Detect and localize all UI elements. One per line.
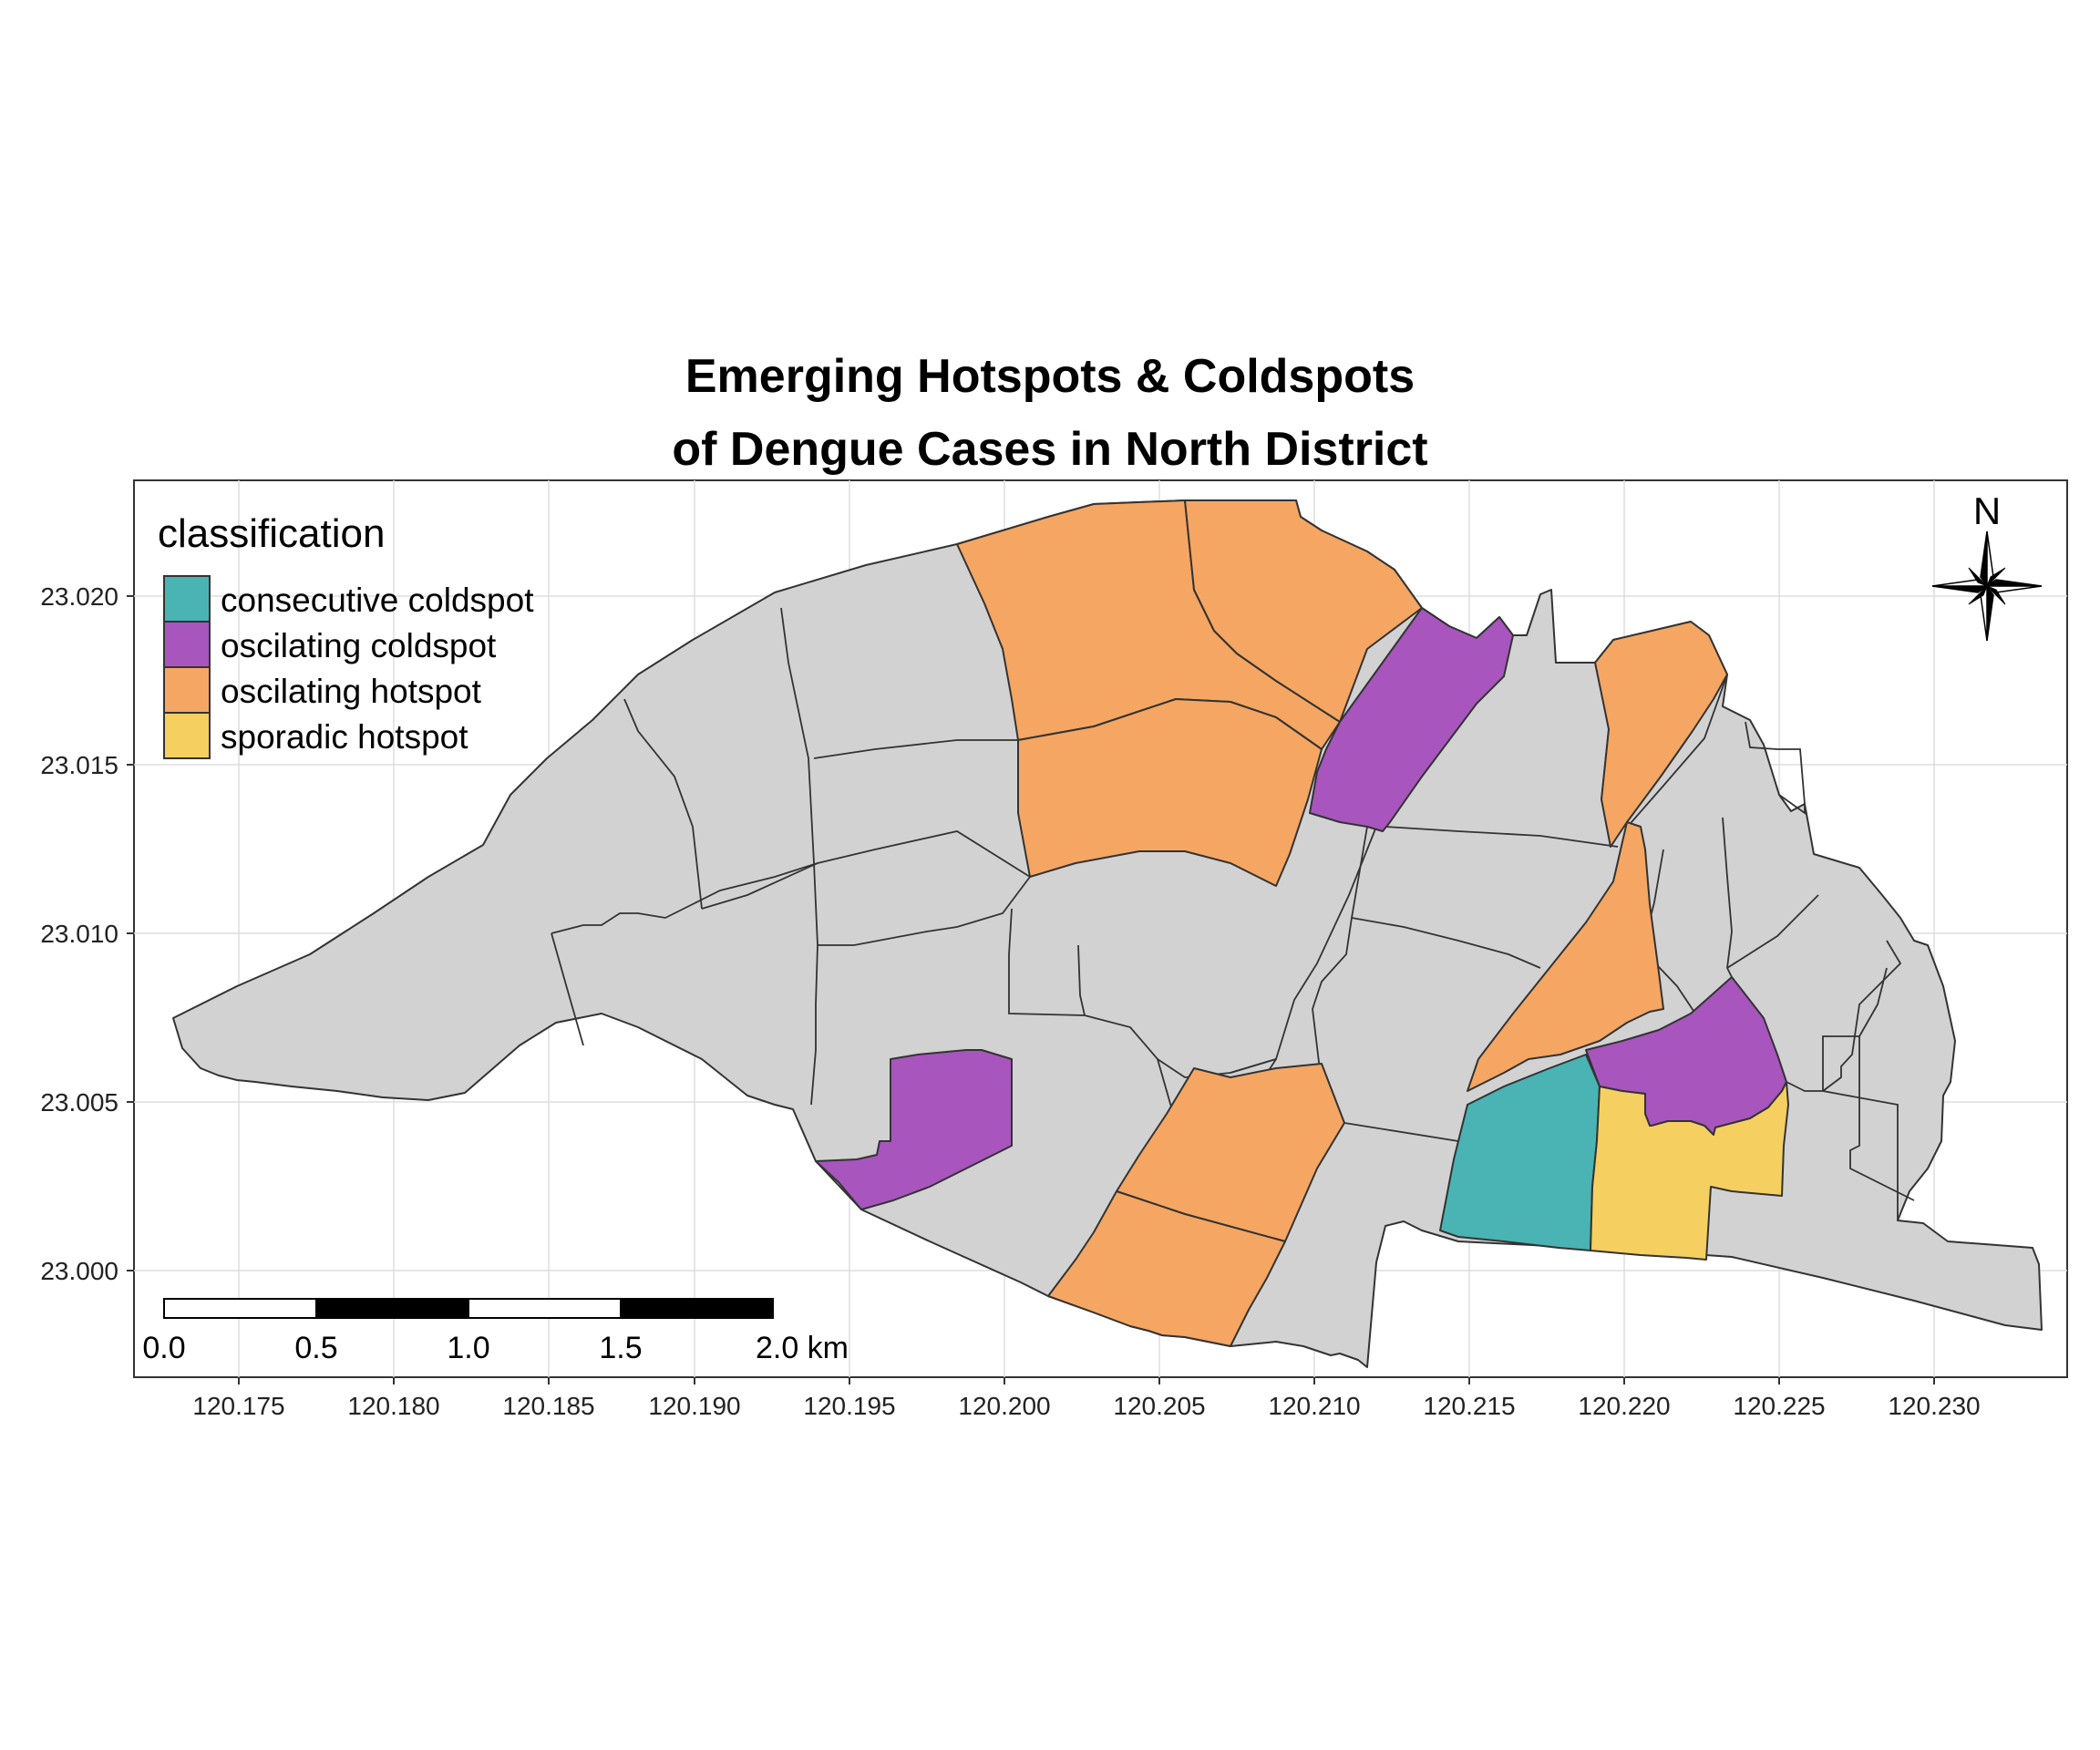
hotspot-region-south-1 bbox=[1116, 1063, 1345, 1242]
legend-item-oscilating-coldspot: oscilating coldspot bbox=[163, 621, 497, 668]
scale-bar: 0.0 0.5 1.0 1.5 2.0 km bbox=[142, 1298, 849, 1365]
north-arrow: N bbox=[1931, 489, 2043, 642]
north-label: N bbox=[1973, 489, 2001, 532]
legend-item-consecutive-coldspot: consecutive coldspot bbox=[163, 575, 534, 623]
x-tick-label: 120.230 bbox=[1888, 1392, 1980, 1420]
x-tick-label: 120.200 bbox=[958, 1392, 1050, 1420]
sporadic-hotspot-regions bbox=[1590, 1081, 1789, 1261]
x-tick-label: 120.220 bbox=[1578, 1392, 1670, 1420]
legend-swatch bbox=[163, 712, 211, 759]
y-tick-label: 23.010 bbox=[40, 920, 118, 948]
map-panel: classification consecutive coldspot osci… bbox=[133, 479, 2068, 1378]
scale-label: 2.0 km bbox=[756, 1331, 849, 1365]
legend-title: classification bbox=[158, 511, 385, 556]
scale-label: 0.5 bbox=[294, 1331, 337, 1365]
scale-label: 0.0 bbox=[142, 1331, 185, 1365]
map-title-line-2: of Dengue Cases in North District bbox=[672, 423, 1427, 476]
x-tick-label: 120.210 bbox=[1268, 1392, 1360, 1420]
y-tick-label: 23.000 bbox=[40, 1257, 118, 1285]
scale-bar-segment bbox=[620, 1298, 774, 1319]
sporadic-hotspot-region bbox=[1590, 1081, 1789, 1261]
legend-item-oscilating-hotspot: oscilating hotspot bbox=[163, 666, 482, 714]
scale-bar-segment bbox=[468, 1298, 622, 1319]
y-tick-label: 23.015 bbox=[40, 751, 118, 779]
map-title-line-1: Emerging Hotspots & Coldspots bbox=[685, 350, 1415, 403]
x-tick-label: 120.185 bbox=[502, 1392, 594, 1420]
legend-swatch bbox=[163, 666, 211, 714]
x-tick-label: 120.215 bbox=[1423, 1392, 1515, 1420]
hotspot-region-central-east bbox=[1467, 821, 1664, 1092]
scale-bar-segment bbox=[163, 1298, 317, 1319]
oscilating-hotspot-regions bbox=[956, 499, 1728, 1347]
x-tick-label: 120.190 bbox=[648, 1392, 740, 1420]
hotspot-region-north-2 bbox=[1184, 499, 1423, 723]
scale-label: 1.5 bbox=[599, 1331, 642, 1365]
hotspot-region-south-2 bbox=[1047, 1190, 1286, 1347]
scale-label: 1.0 bbox=[447, 1331, 489, 1365]
legend-swatch bbox=[163, 575, 211, 623]
coldspot-region-north bbox=[1309, 607, 1514, 832]
legend-label: oscilating coldspot bbox=[221, 627, 497, 664]
y-tick-label: 23.020 bbox=[40, 582, 118, 611]
x-tick-label: 120.225 bbox=[1733, 1392, 1825, 1420]
x-axis: 120.175 120.180 120.185 120.190 120.195 … bbox=[192, 1377, 1981, 1420]
legend: classification consecutive coldspot osci… bbox=[158, 511, 534, 759]
y-tick-label: 23.005 bbox=[40, 1088, 118, 1117]
compass-rose-icon bbox=[1931, 530, 2043, 642]
x-tick-label: 120.180 bbox=[347, 1392, 439, 1420]
x-tick-label: 120.205 bbox=[1113, 1392, 1205, 1420]
legend-item-sporadic-hotspot: sporadic hotspot bbox=[163, 712, 468, 759]
oscilating-coldspot-regions bbox=[815, 607, 1787, 1210]
hotspot-region-east-strip bbox=[1594, 621, 1728, 848]
x-tick-label: 120.175 bbox=[192, 1392, 284, 1420]
coldspot-region-west bbox=[815, 1049, 1013, 1210]
legend-label: oscilating hotspot bbox=[221, 673, 482, 710]
scale-bar-segment bbox=[315, 1298, 469, 1319]
legend-swatch bbox=[163, 621, 211, 668]
legend-label: sporadic hotspot bbox=[221, 718, 468, 756]
y-axis: 23.020 23.015 23.010 23.005 23.000 bbox=[40, 582, 134, 1285]
hotspot-region-north-3 bbox=[1017, 698, 1323, 887]
x-tick-label: 120.195 bbox=[803, 1392, 895, 1420]
legend-label: consecutive coldspot bbox=[221, 582, 534, 619]
